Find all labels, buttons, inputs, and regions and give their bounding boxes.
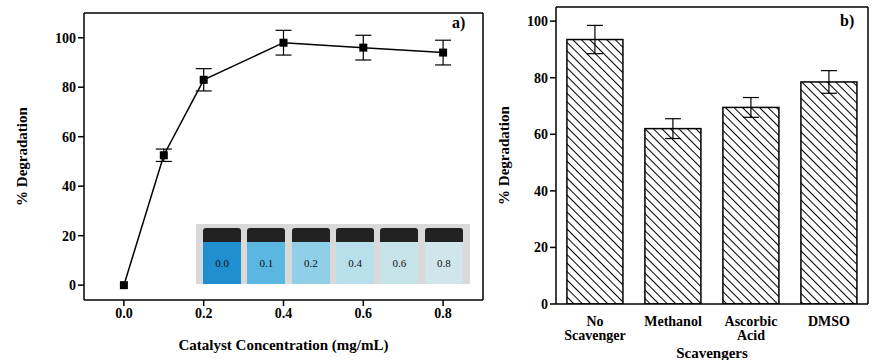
html-text:0.8: 0.8 [436,257,451,269]
svg-text:Methanol: Methanol [644,314,702,329]
svg-text:60: 60 [534,127,548,142]
svg-text:% Degradation: % Degradation [496,105,512,204]
html-text:0.0: 0.0 [215,257,229,269]
html-text:0.2: 0.2 [303,257,318,269]
svg-text:100: 100 [527,14,548,29]
svg-text:40: 40 [62,179,76,194]
svg-text:20: 20 [62,229,76,244]
svg-text:0.0: 0.0 [115,306,133,321]
svg-text:AscorbicAcid: AscorbicAcid [725,314,778,343]
svg-text:0.8: 0.8 [434,306,452,321]
svg-text:40: 40 [534,184,548,199]
svg-text:0.2: 0.2 [195,306,213,321]
svg-text:80: 80 [534,71,548,86]
svg-text:60: 60 [62,130,76,145]
svg-text:20: 20 [534,240,548,255]
svg-text:DMSO: DMSO [808,314,850,329]
svg-text:100: 100 [55,31,76,46]
html-text:b): b) [840,12,855,29]
svg-text:0.6: 0.6 [355,306,373,321]
html-text:0.1: 0.1 [259,257,274,269]
svg-text:Catalyst Concentration (mg/mL): Catalyst Concentration (mg/mL) [179,337,389,354]
html-text:0.6: 0.6 [392,257,407,269]
svg-text:0.4: 0.4 [275,306,293,321]
svg-text:Scavengers: Scavengers [676,345,748,360]
svg-text:0: 0 [69,278,76,293]
svg-text:80: 80 [62,80,76,95]
html-text:0.4: 0.4 [348,257,362,269]
svg-text:0: 0 [541,297,548,312]
html-text:a): a) [452,14,466,31]
svg-text:NoScavenger: NoScavenger [564,314,625,343]
svg-text:% Degradation: % Degradation [14,106,30,205]
